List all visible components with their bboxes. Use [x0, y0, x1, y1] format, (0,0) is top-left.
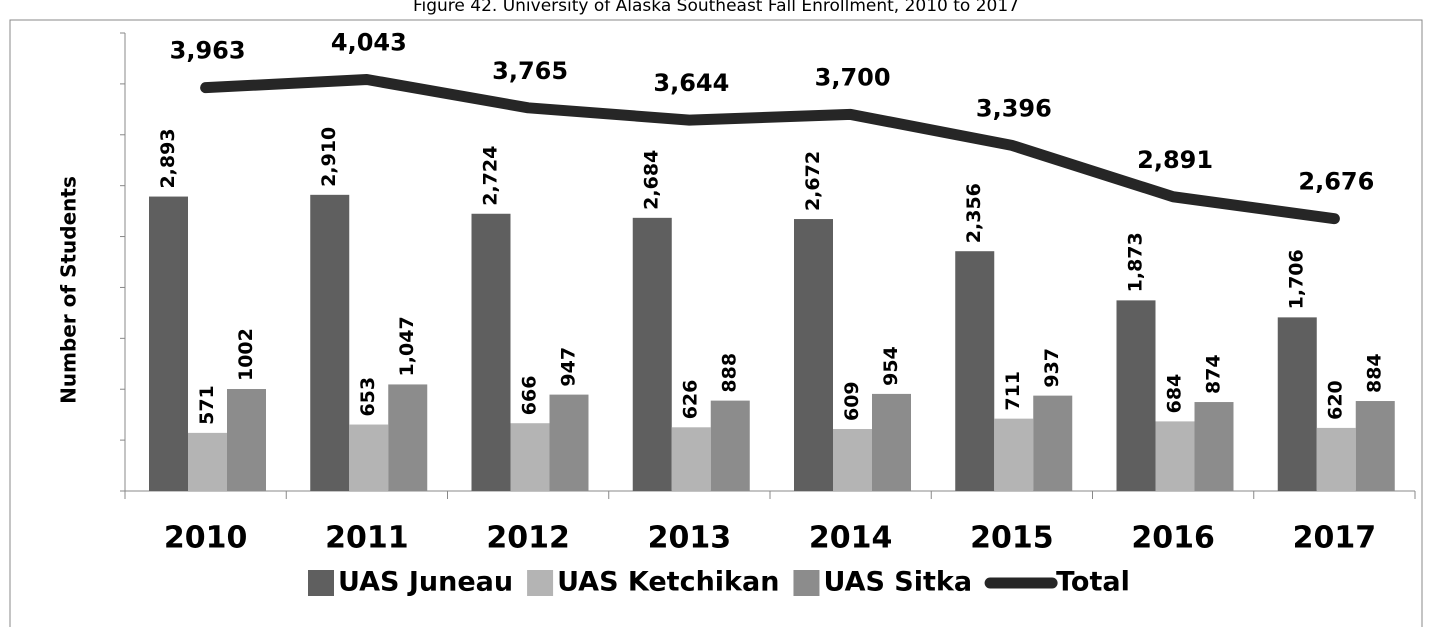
- data-label: 2,684: [641, 150, 663, 210]
- bar: [1033, 395, 1073, 491]
- data-label: 1,873: [1125, 232, 1147, 292]
- x-tick-label: 2015: [970, 521, 1054, 556]
- bar: [994, 418, 1034, 491]
- data-label: 2,724: [480, 146, 502, 206]
- x-tick-label: 2014: [809, 521, 893, 556]
- data-label: 620: [1325, 380, 1347, 420]
- data-label: 888: [719, 353, 741, 393]
- legend-label: Total: [1056, 567, 1130, 598]
- bar: [1277, 317, 1317, 491]
- data-label: 947: [558, 347, 580, 387]
- x-tick-label: 2012: [486, 521, 570, 556]
- legend-label: UAS Juneau: [338, 567, 513, 598]
- bar: [149, 196, 188, 491]
- bar: [310, 194, 350, 491]
- data-label: 653: [357, 377, 379, 417]
- bar: [349, 424, 389, 491]
- data-label: 2,891: [1137, 146, 1213, 174]
- bar: [632, 217, 672, 492]
- bar: [388, 384, 428, 491]
- data-label: 666: [519, 376, 541, 416]
- data-label: 3,963: [170, 37, 246, 65]
- bar: [710, 400, 750, 491]
- y-axis-label: Number of Students: [57, 176, 81, 404]
- legend-label: UAS Sitka: [823, 567, 972, 598]
- bar: [955, 251, 995, 491]
- bar: [471, 213, 511, 492]
- legend-label: UAS Ketchikan: [557, 567, 779, 598]
- data-label: 1,047: [396, 316, 418, 376]
- bar: [833, 429, 872, 491]
- legend-swatch: [527, 570, 554, 596]
- legend-swatch: [308, 570, 334, 596]
- bar: [549, 394, 589, 491]
- data-label: 1002: [235, 328, 257, 381]
- data-label: 3,700: [815, 63, 891, 91]
- bar: [227, 389, 266, 491]
- bar: [872, 393, 911, 491]
- data-label: 4,043: [331, 29, 407, 57]
- data-label: 3,765: [492, 57, 568, 85]
- bar: [794, 219, 833, 491]
- data-label: 2,893: [157, 128, 179, 188]
- data-label: 884: [1364, 353, 1386, 393]
- bar: [1355, 401, 1395, 491]
- data-label: 711: [1002, 371, 1024, 411]
- x-tick-label: 2010: [164, 521, 248, 556]
- x-tick-label: 2011: [325, 521, 409, 556]
- data-label: 2,676: [1298, 168, 1374, 196]
- data-label: 2,356: [963, 183, 985, 243]
- bar: [1116, 300, 1156, 491]
- bar: [1194, 402, 1234, 491]
- chart-frame: [9, 19, 1423, 627]
- data-label: 874: [1203, 354, 1225, 394]
- bar: [1316, 427, 1356, 491]
- bar: [1155, 421, 1195, 491]
- chart-title: Figure 42. University of Alaska Southeas…: [413, 0, 1019, 16]
- x-tick-label: 2016: [1131, 521, 1215, 556]
- data-label: 2,672: [802, 151, 824, 211]
- data-label: 937: [1041, 348, 1063, 388]
- legend-swatch: [793, 570, 820, 596]
- data-label: 609: [841, 381, 863, 421]
- data-label: 3,644: [653, 69, 729, 97]
- x-tick-label: 2013: [648, 521, 732, 556]
- bar: [510, 423, 550, 491]
- data-label: 684: [1164, 374, 1186, 414]
- data-label: 571: [196, 385, 218, 425]
- data-label: 2,910: [318, 127, 340, 187]
- x-tick-label: 2017: [1293, 521, 1377, 556]
- data-label: 1,706: [1286, 249, 1308, 309]
- bar: [188, 432, 227, 491]
- data-label: 954: [880, 346, 902, 386]
- bar: [671, 427, 711, 491]
- data-label: 3,396: [976, 94, 1052, 122]
- line: [200, 74, 1340, 225]
- data-label: 626: [680, 380, 702, 420]
